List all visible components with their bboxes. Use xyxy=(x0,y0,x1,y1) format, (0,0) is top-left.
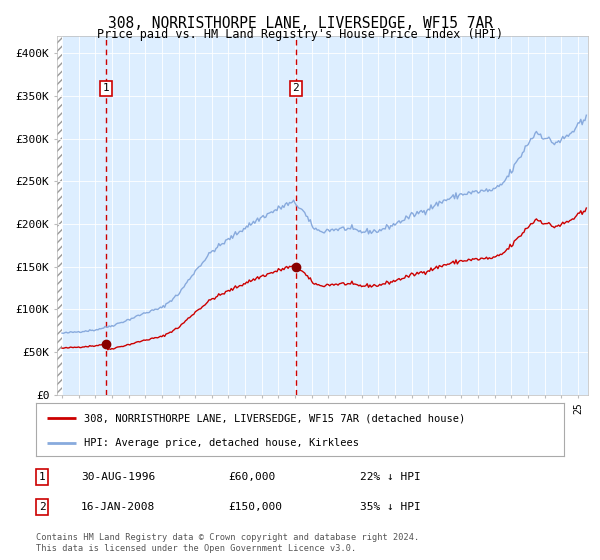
Text: 1: 1 xyxy=(38,472,46,482)
Text: 16-JAN-2008: 16-JAN-2008 xyxy=(81,502,155,512)
Text: 2: 2 xyxy=(38,502,46,512)
Text: HPI: Average price, detached house, Kirklees: HPI: Average price, detached house, Kirk… xyxy=(83,438,359,448)
Text: £150,000: £150,000 xyxy=(228,502,282,512)
Text: Price paid vs. HM Land Registry's House Price Index (HPI): Price paid vs. HM Land Registry's House … xyxy=(97,28,503,41)
Bar xyxy=(57,36,62,395)
Text: 2: 2 xyxy=(292,83,299,94)
Text: Contains HM Land Registry data © Crown copyright and database right 2024.
This d: Contains HM Land Registry data © Crown c… xyxy=(36,533,419,553)
Text: 30-AUG-1996: 30-AUG-1996 xyxy=(81,472,155,482)
Text: 308, NORRISTHORPE LANE, LIVERSEDGE, WF15 7AR: 308, NORRISTHORPE LANE, LIVERSEDGE, WF15… xyxy=(107,16,493,31)
Text: 22% ↓ HPI: 22% ↓ HPI xyxy=(360,472,421,482)
Text: 35% ↓ HPI: 35% ↓ HPI xyxy=(360,502,421,512)
Text: 1: 1 xyxy=(103,83,110,94)
Text: 308, NORRISTHORPE LANE, LIVERSEDGE, WF15 7AR (detached house): 308, NORRISTHORPE LANE, LIVERSEDGE, WF15… xyxy=(83,413,465,423)
Text: £60,000: £60,000 xyxy=(228,472,275,482)
